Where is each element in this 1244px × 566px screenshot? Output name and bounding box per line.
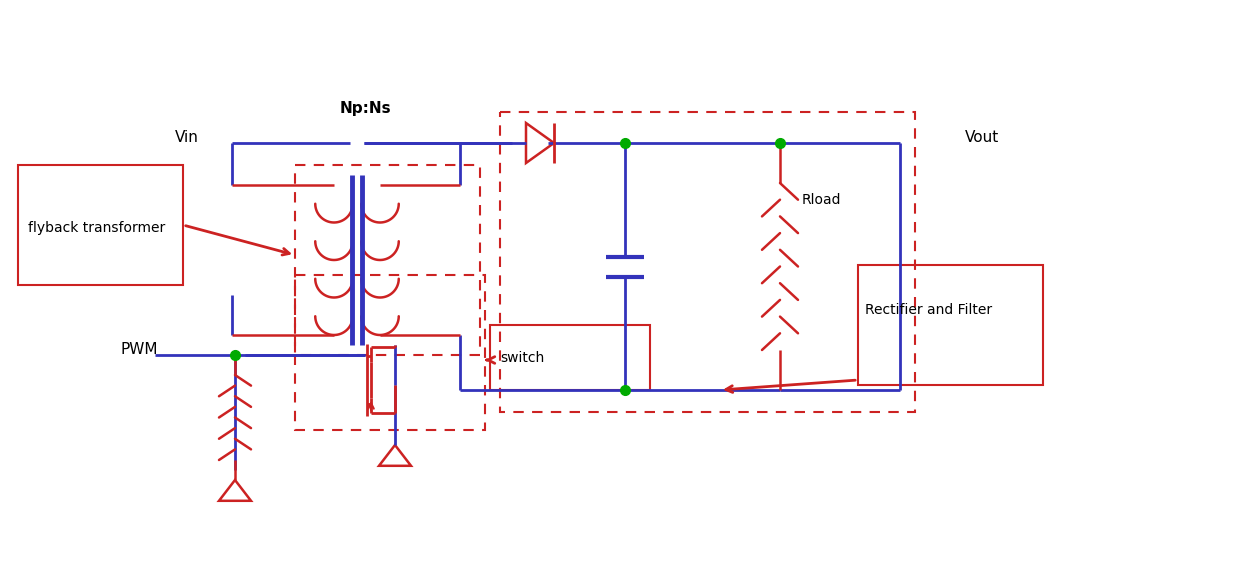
Bar (17, 165, 183, 285)
Text: Vout: Vout (965, 131, 999, 145)
Text: PWM: PWM (119, 342, 158, 358)
Bar (500, 112, 916, 412)
Bar (295, 165, 480, 355)
Bar (490, 325, 651, 390)
Text: Rectifier and Filter: Rectifier and Filter (865, 303, 993, 317)
Bar (858, 265, 1042, 385)
Text: flyback transformer: flyback transformer (29, 221, 165, 235)
Bar (295, 275, 485, 430)
Text: Rload: Rload (802, 193, 841, 207)
Text: Vin: Vin (175, 131, 199, 145)
Text: switch: switch (500, 351, 545, 365)
Text: Np:Ns: Np:Ns (340, 101, 391, 115)
